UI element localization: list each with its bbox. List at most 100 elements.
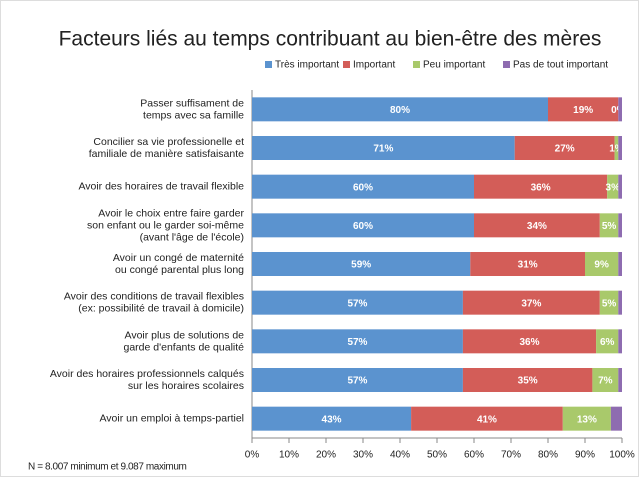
bar-segment: [607, 174, 619, 199]
data-label: 1%: [609, 144, 624, 155]
category-line: temps avec sa famille: [143, 109, 244, 121]
bar-segment: [618, 252, 622, 276]
category-label: Avoir un emploi à temps-partiel: [99, 412, 244, 424]
data-label: 35%: [518, 376, 538, 387]
footnote: N = 8.007 minimum et 9.087 maximum: [28, 462, 186, 473]
data-label: 9%: [594, 260, 609, 271]
category-label: Passer suffisament de temps avec sa famil…: [140, 97, 244, 121]
category-line: Passer suffisament de: [140, 97, 244, 109]
bar-segment: [252, 368, 463, 392]
data-label: 60%: [353, 221, 373, 232]
category-line: Avoir des horaires de travail flexible: [78, 180, 244, 192]
data-label: 6%: [600, 337, 615, 348]
bar-segment: [462, 329, 597, 354]
category-label: Avoir un congé de maternité ou congé pare…: [113, 252, 244, 276]
x-tick-label: 10%: [279, 450, 299, 461]
bar-segment: [618, 213, 622, 238]
x-tick-label: 100%: [609, 450, 635, 461]
data-label: 13%: [577, 414, 597, 425]
category-line: sur les horaires scolaires: [128, 380, 244, 392]
data-label: 27%: [555, 144, 575, 155]
data-label: 57%: [347, 298, 367, 309]
category-line: Avoir des horaires professionnels calqué…: [50, 368, 244, 380]
bar-segment: [618, 136, 622, 160]
data-label: 80%: [390, 105, 410, 116]
x-tick-label: 70%: [501, 450, 521, 461]
category-line: (ex: possibilité de travail à domicile): [78, 302, 244, 314]
bar-segment: [592, 368, 619, 392]
bar-segment: [252, 329, 463, 354]
data-label: 60%: [353, 182, 373, 193]
data-label: 7%: [598, 376, 613, 387]
data-label: 71%: [373, 144, 393, 155]
bar-segment: [474, 174, 608, 199]
data-label: 5%: [602, 221, 617, 232]
x-tick-label: 50%: [427, 450, 447, 461]
category-line: Avoir plus de solutions de: [125, 329, 245, 341]
bar-segment: [252, 213, 474, 238]
x-tick-label: 0%: [245, 450, 260, 461]
bar-segment: [411, 406, 563, 431]
bar-segment: [585, 252, 619, 276]
category-label: Concilier sa vie professionelle et famili…: [89, 136, 244, 160]
bar-segment: [514, 136, 615, 160]
legend-swatch: [265, 61, 272, 68]
legend-swatch: [343, 61, 350, 68]
bar-segment: [596, 329, 619, 354]
bar-segment: [252, 290, 463, 315]
chart-title: Facteurs liés au temps contribuant au bi…: [59, 28, 602, 51]
category-line: Avoir des conditions de travail flexible…: [64, 290, 244, 302]
category-label: Avoir le choix entre faire garder son enf…: [87, 207, 245, 243]
bar-segment: [252, 174, 474, 199]
x-tick-label: 40%: [390, 450, 410, 461]
x-tick-label: 30%: [353, 450, 373, 461]
legend-swatch: [503, 61, 510, 68]
bar-segment: [618, 368, 622, 392]
data-label: 57%: [347, 337, 367, 348]
x-tick-label: 60%: [464, 450, 484, 461]
x-tick-label: 80%: [538, 450, 558, 461]
bar-segment: [252, 406, 412, 431]
legend-swatch: [413, 61, 420, 68]
category-label: Avoir des conditions de travail flexible…: [64, 290, 244, 314]
legend-label: Important: [353, 60, 395, 71]
data-label: 31%: [518, 260, 538, 271]
bar-segment: [614, 136, 619, 160]
bar-segment: [548, 97, 619, 122]
data-label: 36%: [519, 337, 539, 348]
bar-segment: [470, 252, 585, 276]
legend-label: Peu important: [423, 60, 485, 71]
bar-segment: [599, 213, 619, 238]
bar-segment: [618, 329, 622, 354]
data-label: 57%: [347, 376, 367, 387]
data-label: 41%: [477, 414, 497, 425]
data-label: 5%: [602, 298, 617, 309]
data-label: 59%: [351, 260, 371, 271]
bar-segment: [599, 290, 619, 315]
bar-segment: [462, 290, 600, 315]
category-line: ou congé parental plus long: [115, 264, 244, 276]
category-line: Avoir un congé de maternité: [113, 252, 244, 264]
x-tick-label: 90%: [575, 450, 595, 461]
data-label: 19%: [573, 105, 593, 116]
data-label: 43%: [322, 414, 342, 425]
category-line: son enfant ou le garder soi-même: [87, 219, 244, 231]
category-line: garde d'enfants de qualité: [123, 341, 244, 353]
bar-segment: [618, 97, 622, 122]
bar-segment: [610, 406, 622, 431]
category-line: Avoir un emploi à temps-partiel: [99, 412, 244, 424]
bar-segment: [618, 290, 622, 315]
bar-segment: [252, 252, 471, 276]
bar-segment: [252, 136, 515, 160]
category-line: (avant l'âge de l'école): [140, 231, 244, 243]
legend-label: Pas de tout important: [513, 60, 608, 71]
data-label: 37%: [521, 298, 541, 309]
bar-segment: [252, 97, 548, 122]
data-label: 34%: [527, 221, 547, 232]
bar-segment: [618, 174, 622, 199]
category-label: Avoir plus de solutions de garde d'enfant…: [123, 329, 244, 353]
category-label: Avoir des horaires de travail flexible: [78, 180, 244, 192]
data-label: 3%: [606, 182, 621, 193]
category-line: familiale de manière satisfaisante: [89, 148, 244, 160]
